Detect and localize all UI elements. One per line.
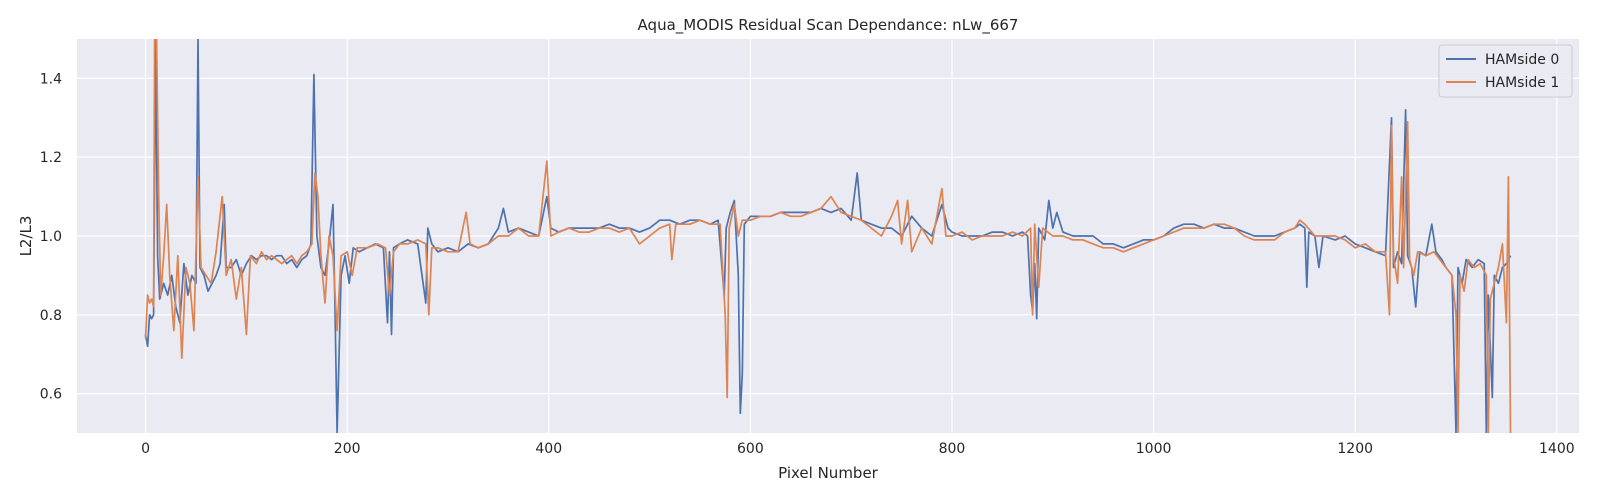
- x-tick-label: 1000: [1136, 441, 1172, 457]
- y-tick-label: 1.2: [40, 150, 62, 166]
- x-tick-label: 600: [737, 441, 764, 457]
- x-tick-label: 1200: [1337, 441, 1373, 457]
- legend-label-hamside-0: HAMside 0: [1485, 52, 1559, 68]
- x-tick-labels: 0 200 400 600 800 1000 1200 1400: [141, 441, 1575, 457]
- y-tick-label: 1.4: [40, 71, 62, 87]
- x-tick-label: 0: [141, 441, 150, 457]
- y-tick-label: 1.0: [40, 229, 62, 245]
- x-tick-label: 1400: [1539, 441, 1575, 457]
- series-layer: [144, 39, 1512, 433]
- y-tick-label: 0.6: [40, 387, 62, 403]
- x-tick-label: 800: [939, 441, 966, 457]
- legend: HAMside 0 HAMside 1: [1438, 44, 1573, 98]
- series-line-hamside-0: [144, 39, 1512, 433]
- y-tick-labels: 0.6 0.8 1.0 1.2 1.4: [40, 71, 62, 402]
- x-tick-label: 200: [334, 441, 361, 457]
- y-axis-label: L2/L3: [17, 216, 35, 257]
- y-tick-label: 0.8: [40, 308, 62, 324]
- legend-label-hamside-1: HAMside 1: [1485, 75, 1559, 91]
- chart-title: Aqua_MODIS Residual Scan Dependance: nLw…: [638, 16, 1019, 35]
- series-line-hamside-1: [144, 39, 1512, 433]
- x-tick-label: 400: [535, 441, 562, 457]
- x-axis-label: Pixel Number: [778, 464, 879, 482]
